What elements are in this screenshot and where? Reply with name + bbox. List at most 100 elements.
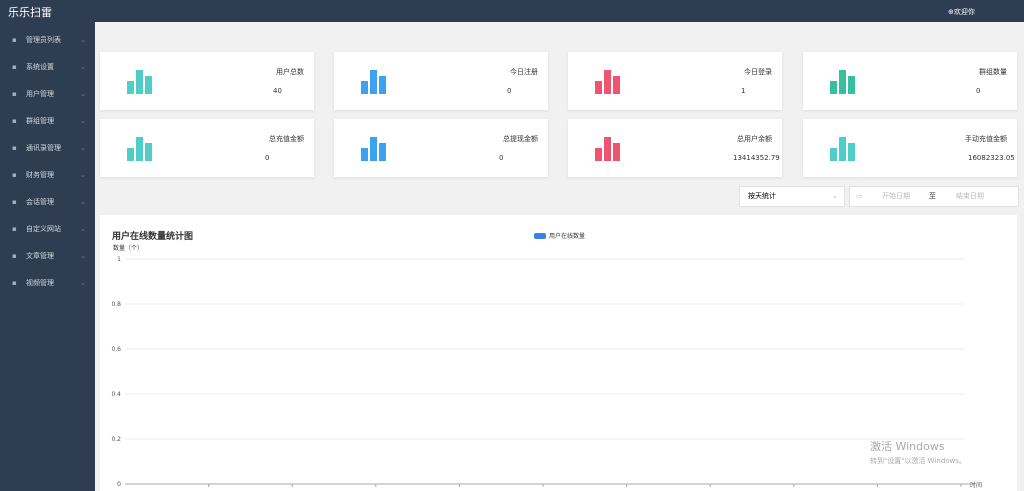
menu-label: 文章管理 bbox=[26, 252, 54, 260]
menu-item[interactable]: ▪ 通讯录管理 ⌄ bbox=[0, 138, 95, 158]
y-tick-label: 0.4 bbox=[111, 391, 121, 398]
end-date: 结束日期 bbox=[956, 192, 984, 200]
menu-label: 群组管理 bbox=[26, 117, 54, 125]
y-tick-label: 1 bbox=[117, 256, 121, 263]
menu-item[interactable]: ▪ 文章管理 ⌄ bbox=[0, 246, 95, 266]
menu-item[interactable]: ▪ 群组管理 ⌄ bbox=[0, 111, 95, 131]
icon-bar bbox=[830, 81, 837, 94]
y-tick-label: 0 bbox=[117, 481, 121, 488]
card-label: 今日登录 bbox=[744, 68, 772, 76]
card-value: 1 bbox=[741, 87, 746, 95]
top-bar: 乐乐扫雷 ⊕欢迎你 bbox=[0, 0, 1024, 22]
sidebar: ▪ 管理员列表 ⌄ ▪ 系统设置 ⌄ ▪ 用户管理 ⌄ ▪ 群组管理 ⌄ ▪ 通讯录管理 ⌄ ▪ 财务管理 ⌄ ▪ 会… bbox=[0, 22, 95, 491]
y-label: 数量（个） bbox=[113, 244, 143, 252]
icon-bar bbox=[145, 143, 152, 161]
menu-label: 系统设置 bbox=[26, 63, 54, 71]
menu-arrow: ⌄ bbox=[80, 63, 86, 71]
menu-item[interactable]: ▪ 财务管理 ⌄ bbox=[0, 165, 95, 185]
separator: 至 bbox=[929, 192, 936, 200]
card-icon bbox=[361, 137, 386, 161]
icon-bar bbox=[145, 76, 152, 94]
icon-bar bbox=[839, 137, 846, 161]
card-label: 总充值金额 bbox=[269, 135, 304, 143]
icon-bar bbox=[379, 76, 386, 94]
icon-bar bbox=[370, 70, 377, 94]
date-range[interactable]: ▭ 开始日期 至 结束日期 bbox=[849, 186, 1019, 207]
stat-card: 群组数量 0 bbox=[803, 52, 1017, 110]
app-title: 乐乐扫雷 bbox=[8, 6, 52, 19]
card-icon bbox=[127, 137, 152, 161]
icon-bar bbox=[595, 81, 602, 94]
icon-bar bbox=[604, 70, 611, 94]
card-value: 40 bbox=[273, 87, 282, 95]
card-icon bbox=[595, 137, 620, 161]
icon-bar bbox=[361, 81, 368, 94]
menu-item[interactable]: ▪ 自定义网站 ⌄ bbox=[0, 219, 95, 239]
stat-card: 总提现金额 0 bbox=[334, 119, 548, 177]
menu-icon: ▪ bbox=[12, 117, 17, 125]
stat-card: 总充值金额 0 bbox=[100, 119, 314, 177]
card-label: 今日注册 bbox=[510, 68, 538, 76]
icon-bar bbox=[127, 148, 134, 161]
menu-icon: ▪ bbox=[12, 36, 17, 44]
menu-item[interactable]: ▪ 系统设置 ⌄ bbox=[0, 57, 95, 77]
menu-item[interactable]: ▪ 用户管理 ⌄ bbox=[0, 84, 95, 104]
icon-bar bbox=[595, 148, 602, 161]
card-value: 0 bbox=[265, 154, 270, 162]
menu-label: 财务管理 bbox=[26, 171, 54, 179]
menu-icon: ▪ bbox=[12, 171, 17, 179]
card-value: 0 bbox=[507, 87, 512, 95]
card-label: 手动充值金额 bbox=[965, 135, 1007, 143]
x-label: 时间 bbox=[970, 481, 982, 489]
card-icon bbox=[595, 70, 620, 94]
card-icon bbox=[830, 137, 855, 161]
menu-arrow: ⌄ bbox=[80, 279, 86, 287]
stat-card: 总用户余额 13414352.79 bbox=[568, 119, 782, 177]
welcome[interactable]: ⊕欢迎你 bbox=[948, 8, 975, 16]
menu-label: 自定义网站 bbox=[26, 225, 61, 233]
icon-bar bbox=[136, 70, 143, 94]
icon-bar bbox=[613, 76, 620, 94]
card-value: 13414352.79 bbox=[733, 154, 780, 162]
mode-select[interactable]: 按天统计 ⌄ bbox=[739, 186, 845, 207]
menu-icon: ▪ bbox=[12, 279, 17, 287]
chart: 用户在线数量统计图 数量（个） 时间 激活 Windows 转到"设置"以激活 … bbox=[100, 215, 1017, 491]
menu-icon: ▪ bbox=[12, 252, 17, 260]
menu-arrow: ⌄ bbox=[80, 171, 86, 179]
mode-text: 按天统计 bbox=[748, 192, 776, 200]
icon-bar bbox=[370, 137, 377, 161]
y-tick-label: 0.2 bbox=[111, 436, 121, 443]
stat-card: 用户总数 40 bbox=[100, 52, 314, 110]
menu-arrow: ⌄ bbox=[80, 36, 86, 44]
menu-label: 用户管理 bbox=[26, 90, 54, 98]
icon-bar bbox=[830, 148, 837, 161]
menu-label: 管理员列表 bbox=[26, 36, 61, 44]
y-tick-label: 0.8 bbox=[111, 301, 121, 308]
menu-label: 会话管理 bbox=[26, 198, 54, 206]
icon-bar bbox=[361, 148, 368, 161]
menu-arrow: ⌄ bbox=[80, 90, 86, 98]
menu-label: 通讯录管理 bbox=[26, 144, 61, 152]
menu-arrow: ⌄ bbox=[80, 198, 86, 206]
menu-item[interactable]: ▪ 视频管理 ⌄ bbox=[0, 273, 95, 293]
card-value: 16082323.05 bbox=[968, 154, 1015, 162]
card-value: 0 bbox=[976, 87, 981, 95]
icon-bar bbox=[604, 137, 611, 161]
legend-swatch bbox=[534, 233, 546, 239]
menu-arrow: ⌄ bbox=[80, 252, 86, 260]
stat-card: 今日注册 0 bbox=[334, 52, 548, 110]
icon-bar bbox=[613, 143, 620, 161]
icon-bar bbox=[848, 76, 855, 94]
chart-title: 用户在线数量统计图 bbox=[111, 230, 193, 242]
chart-bg bbox=[100, 215, 1017, 491]
menu-item[interactable]: ▪ 会话管理 ⌄ bbox=[0, 192, 95, 212]
menu-icon: ▪ bbox=[12, 225, 17, 233]
menu-item[interactable]: ▪ 管理员列表 ⌄ bbox=[0, 30, 95, 50]
start-date: 开始日期 bbox=[882, 192, 910, 200]
menu-arrow: ⌄ bbox=[80, 117, 86, 125]
menu-icon: ▪ bbox=[12, 63, 17, 71]
icon-bar bbox=[848, 143, 855, 161]
y-tick-label: 0.6 bbox=[111, 346, 121, 353]
icon-bar bbox=[127, 81, 134, 94]
